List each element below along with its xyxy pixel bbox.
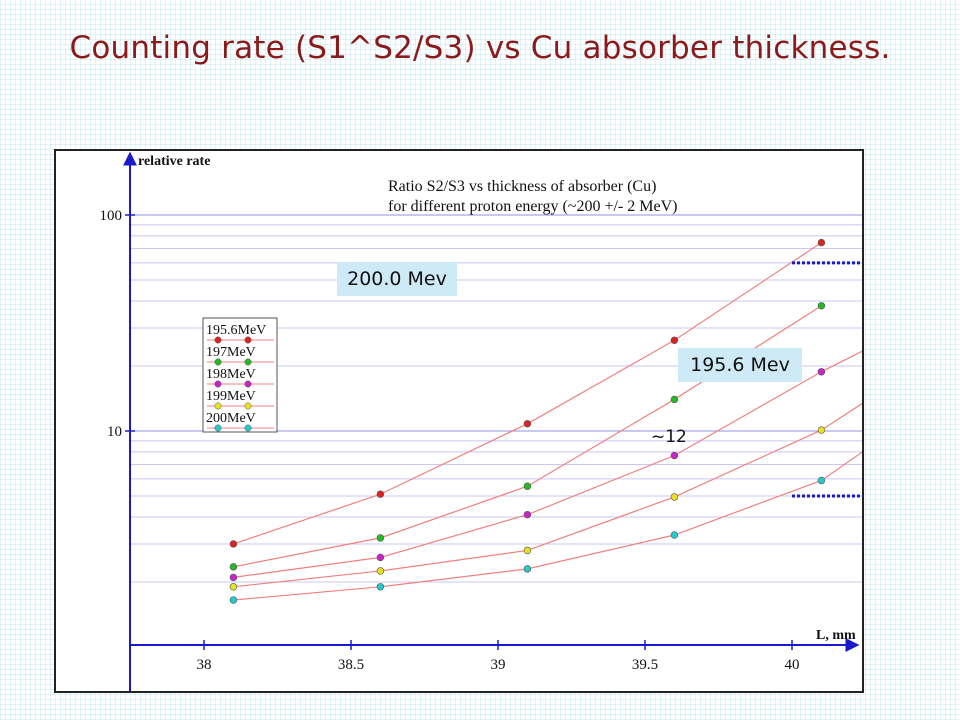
series-line <box>233 242 822 545</box>
data-point <box>229 583 238 591</box>
data-point <box>817 302 826 310</box>
legend-marker <box>244 358 252 366</box>
legend-marker <box>244 336 252 344</box>
legend-marker <box>244 380 252 388</box>
data-point <box>229 563 238 571</box>
data-point <box>523 510 532 519</box>
series-line <box>233 402 862 588</box>
right-energy-label: 195.6 Mev <box>678 348 802 382</box>
series-199mev <box>229 402 862 591</box>
series-line <box>233 350 862 578</box>
legend-box <box>202 317 278 433</box>
legend-label: 198MeV <box>206 367 256 382</box>
legend: 195.6MeV 197MeV 198MeV 199MeV 200MeV <box>202 317 278 433</box>
series-line <box>233 305 822 568</box>
legend-marker <box>244 424 252 432</box>
data-point <box>670 395 679 404</box>
data-point <box>817 368 826 376</box>
data-point <box>670 493 679 501</box>
data-point <box>376 553 385 562</box>
data-point <box>670 451 679 460</box>
legend-marker <box>214 358 222 366</box>
series-1956mev <box>229 238 826 548</box>
data-point <box>523 420 532 428</box>
legend-label: 199MeV <box>206 389 256 404</box>
chart-frame: 3838.53939.54040.54141.54210100relative … <box>54 149 864 693</box>
chart-canvas: 3838.53939.54040.54141.54210100relative … <box>100 151 862 691</box>
legend-label: 197MeV <box>206 345 256 360</box>
chart-subtitle: for different proton energy (~200 +/- 2 … <box>388 198 677 215</box>
span-ratio-label: ~12 <box>651 427 687 447</box>
legend-marker <box>244 402 252 410</box>
data-point <box>523 546 532 555</box>
data-point <box>670 531 679 539</box>
legend-label: 200MeV <box>206 411 256 426</box>
legend-marker <box>214 424 222 432</box>
data-point <box>376 534 385 542</box>
chart-title: Ratio S2/S3 vs thickness of absorber (Cu… <box>388 178 656 195</box>
data-point <box>229 573 238 582</box>
y-tick-label: 10 <box>107 424 122 440</box>
series-200mev <box>229 451 862 604</box>
data-point <box>376 490 385 498</box>
y-axis-label: relative rate <box>138 154 210 169</box>
x-tick-label: 38.5 <box>338 657 364 673</box>
data-point <box>376 567 385 575</box>
data-point <box>817 476 826 485</box>
legend-marker <box>214 336 222 344</box>
data-point <box>670 336 679 344</box>
series-197mev <box>229 302 826 571</box>
legend-marker <box>214 380 222 388</box>
x-tick-label: 40 <box>785 657 800 673</box>
data-point <box>817 426 826 434</box>
data-point <box>523 482 532 490</box>
y-tick-label: 100 <box>100 208 123 224</box>
x-tick-label: 39.5 <box>632 657 658 673</box>
x-axis-label: L, mm <box>816 628 856 643</box>
data-point <box>817 238 826 247</box>
data-point <box>229 540 238 548</box>
top-energy-label: 200.0 Mev <box>337 262 457 296</box>
legend-marker <box>214 402 222 410</box>
x-tick-label: 38 <box>197 657 212 673</box>
series-line <box>233 451 862 601</box>
slide-title: Counting rate (S1^S2/S3) vs Cu absorber … <box>69 30 891 66</box>
data-point <box>376 583 385 591</box>
series-198mev <box>229 350 862 582</box>
legend-label: 195.6MeV <box>206 323 266 338</box>
x-tick-label: 39 <box>491 657 506 673</box>
data-point <box>229 596 238 604</box>
data-point <box>523 565 532 573</box>
